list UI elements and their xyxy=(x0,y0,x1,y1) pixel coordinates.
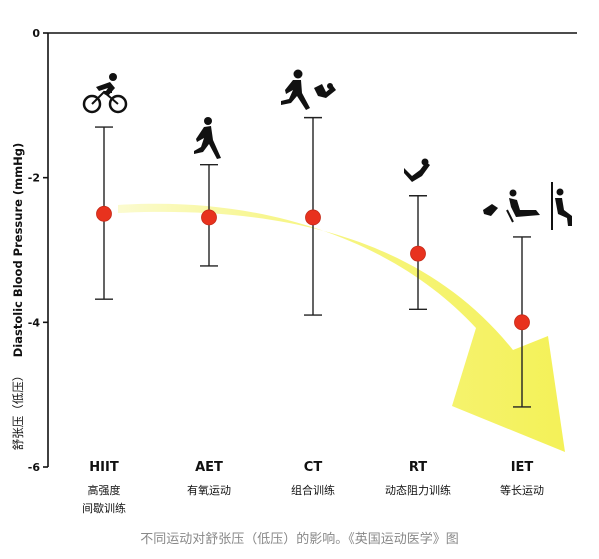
y-tick-label: -2 xyxy=(28,172,40,185)
x-tick-label: AET xyxy=(195,460,223,475)
x-tick-label: RT xyxy=(409,460,427,475)
y-axis-label-cn: 舒张压（低压） xyxy=(11,370,25,451)
x-tick-label: IET xyxy=(511,460,534,475)
y-tick-label: -6 xyxy=(28,461,41,474)
y-axis-label: Diastolic Blood Pressure (mmHg) xyxy=(11,143,25,358)
x-tick-label-cn: 等长运动 xyxy=(500,483,544,497)
y-tick-label: -4 xyxy=(28,316,41,329)
data-point xyxy=(410,245,426,262)
x-tick-label: CT xyxy=(304,460,323,475)
x-tick-label-cn: 组合训练 xyxy=(291,483,335,497)
x-tick-label-cn: 动态阻力训练 xyxy=(385,483,451,497)
trend-arrow xyxy=(118,203,565,452)
caption: 不同运动对舒张压（低压）的影响。《英国运动医学》图 xyxy=(140,532,459,547)
x-tick-label-cn: 高强度 xyxy=(88,483,121,497)
cyclist-icon xyxy=(82,73,128,114)
runner-icon xyxy=(281,69,310,110)
wall-squat-icon xyxy=(551,182,572,230)
y-tick-label: 0 xyxy=(32,27,40,40)
data-point xyxy=(96,205,112,222)
x-tick-label-cn: 间歇训练 xyxy=(82,501,126,515)
data-point xyxy=(514,314,530,331)
x-tick-label-cn: 有氧运动 xyxy=(187,483,231,497)
runner-icon xyxy=(194,117,221,159)
data-point xyxy=(305,209,321,226)
x-tick-label: HIIT xyxy=(89,460,119,475)
data-point xyxy=(201,209,217,226)
leg-press-icon xyxy=(314,83,336,98)
leg-press-icon xyxy=(404,158,430,182)
leg-extension-icon xyxy=(483,189,540,223)
